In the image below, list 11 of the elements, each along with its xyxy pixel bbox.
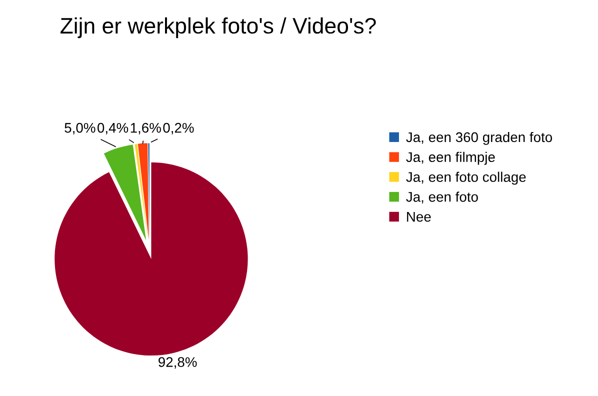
legend-label: Ja, een foto collage [406,172,526,185]
chart-title: Zijn er werkplek foto's / Video's? [60,17,376,38]
data-label: 92,8% [158,357,197,369]
data-label: 5,0% [64,122,96,134]
legend-label: Ja, een 360 graden foto [406,132,552,145]
data-label: 0,2% [163,122,194,134]
data-label: 1,6% [130,122,161,134]
legend-label: Ja, een filmpje [406,152,495,165]
legend-label: Nee [407,212,431,222]
legend-label: Ja, een foto [406,192,478,204]
data-label: 0,4% [98,122,128,134]
